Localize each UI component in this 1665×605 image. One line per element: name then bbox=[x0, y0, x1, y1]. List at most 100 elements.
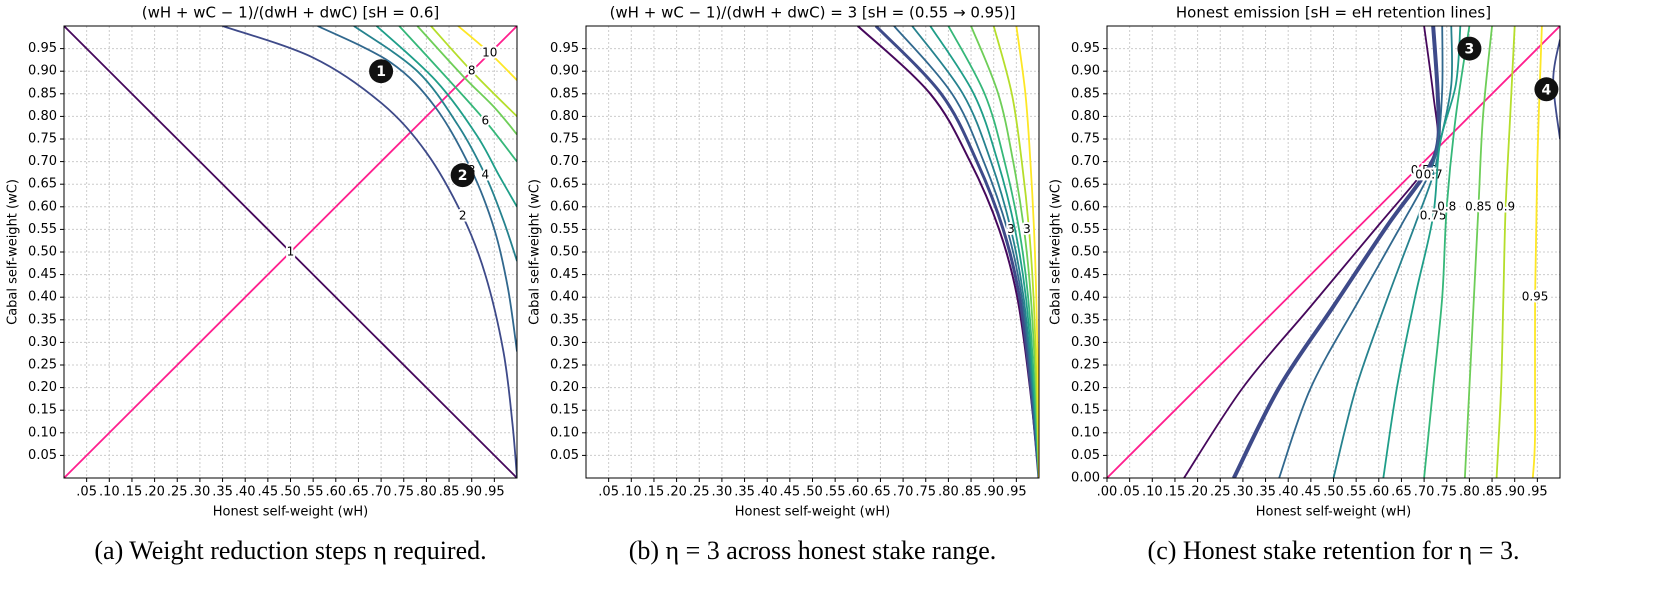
x-tick-label: .35 bbox=[212, 485, 233, 500]
contour-label: 3 bbox=[1023, 222, 1031, 236]
x-tick-label: .75 bbox=[393, 485, 414, 500]
x-tick-label: .45 bbox=[258, 485, 279, 500]
y-tick-label: 0.20 bbox=[28, 380, 57, 395]
annotation-label: 3 bbox=[1465, 42, 1475, 58]
y-tick-label: 0.55 bbox=[550, 222, 579, 237]
contour-line bbox=[222, 26, 517, 478]
x-tick-label: .60 bbox=[1368, 485, 1389, 500]
x-tick-label: .95 bbox=[484, 485, 505, 500]
y-tick-label: 0.60 bbox=[550, 199, 579, 214]
x-axis-label: Honest self-weight (wH) bbox=[735, 505, 890, 520]
contour-line bbox=[375, 26, 517, 208]
y-tick-label: 0.30 bbox=[28, 335, 57, 350]
x-tick-label: .20 bbox=[666, 485, 687, 500]
contour-line bbox=[929, 26, 1039, 478]
x-tick-label: .80 bbox=[938, 485, 959, 500]
y-tick-label: 0.90 bbox=[1071, 64, 1100, 79]
y-tick-label: 0.50 bbox=[550, 245, 579, 260]
x-axis-label: Honest self-weight (wH) bbox=[213, 505, 368, 520]
contour-label: 0.8 bbox=[1437, 199, 1456, 213]
annotation-marker bbox=[450, 163, 475, 188]
x-tick-label: .50 bbox=[802, 485, 823, 500]
annotation-label: 1 bbox=[376, 64, 386, 80]
y-tick-label: 0.40 bbox=[28, 290, 57, 305]
y-tick-label: 0.35 bbox=[28, 312, 57, 327]
contour-line bbox=[1015, 26, 1039, 478]
y-tick-label: 0.70 bbox=[1071, 154, 1100, 169]
x-tick-label: .80 bbox=[1459, 485, 1480, 500]
y-tick-label: 0.10 bbox=[550, 425, 579, 440]
x-tick-label: .95 bbox=[1006, 485, 1027, 500]
x-tick-label: .40 bbox=[1278, 485, 1299, 500]
contour-line bbox=[1107, 26, 1560, 478]
y-tick-label: 0.55 bbox=[28, 222, 57, 237]
contour-label: 4 bbox=[481, 168, 489, 182]
y-tick-label: 0.60 bbox=[1071, 199, 1100, 214]
y-tick-label: 0.55 bbox=[1071, 222, 1100, 237]
x-tick-label: .90 bbox=[1504, 485, 1525, 500]
y-tick-label: 0.45 bbox=[1071, 267, 1100, 282]
y-tick-label: 0.90 bbox=[28, 64, 57, 79]
contour-line bbox=[911, 26, 1039, 478]
y-tick-label: 0.10 bbox=[1071, 425, 1100, 440]
y-tick-label: 0.45 bbox=[550, 267, 579, 282]
y-tick-label: 0.15 bbox=[1071, 403, 1100, 418]
y-tick-label: 0.15 bbox=[550, 403, 579, 418]
annotation-label: 4 bbox=[1542, 82, 1552, 98]
contour-label: 10 bbox=[482, 46, 497, 60]
y-tick-label: 0.75 bbox=[550, 132, 579, 147]
y-tick-label: 0.25 bbox=[550, 358, 579, 373]
y-tick-label: 0.05 bbox=[1071, 448, 1100, 463]
y-axis-label: Cabal self-weight (wC) bbox=[1049, 179, 1064, 325]
contour-line bbox=[416, 26, 517, 136]
x-tick-label: .70 bbox=[893, 485, 914, 500]
x-tick-label: .40 bbox=[235, 485, 256, 500]
contour-line bbox=[992, 26, 1039, 478]
x-tick-label: .25 bbox=[689, 485, 710, 500]
plot-frame bbox=[63, 25, 518, 479]
y-tick-label: 0.35 bbox=[550, 312, 579, 327]
contour-label: 3 bbox=[1007, 222, 1015, 236]
y-tick-label: 0.05 bbox=[550, 448, 579, 463]
y-tick-label: 0.65 bbox=[28, 177, 57, 192]
x-tick-label: .30 bbox=[190, 485, 211, 500]
x-tick-label: .25 bbox=[1210, 485, 1231, 500]
contour-line bbox=[1232, 26, 1441, 478]
x-tick-label: .50 bbox=[1323, 485, 1344, 500]
contour-label: 1 bbox=[287, 245, 295, 259]
y-tick-label: 0.50 bbox=[1071, 245, 1100, 260]
contour-line bbox=[1495, 26, 1516, 478]
plot-frame bbox=[585, 25, 1040, 479]
y-tick-label: 0.95 bbox=[1071, 41, 1100, 56]
x-tick-label: .55 bbox=[1346, 485, 1367, 500]
y-tick-label: 0.10 bbox=[28, 425, 57, 440]
y-tick-label: 0.15 bbox=[28, 403, 57, 418]
x-tick-label: .55 bbox=[825, 485, 846, 500]
x-tick-label: .75 bbox=[915, 485, 936, 500]
contour-line bbox=[353, 26, 517, 262]
contour-line bbox=[1278, 26, 1444, 478]
y-tick-label: 0.70 bbox=[550, 154, 579, 169]
y-tick-label: 0.00 bbox=[1071, 471, 1100, 486]
x-tick-label: .20 bbox=[144, 485, 165, 500]
chart-title: (wH + wC − 1)/(dwH + dwC) = 3 [sH = (0.5… bbox=[610, 4, 1016, 22]
contour-label: 0.85 bbox=[1465, 199, 1492, 213]
contour-label: 0.95 bbox=[1522, 290, 1549, 304]
y-tick-label: 0.85 bbox=[550, 86, 579, 101]
y-tick-label: 0.75 bbox=[28, 132, 57, 147]
x-tick-label: .75 bbox=[1436, 485, 1457, 500]
y-tick-label: 0.80 bbox=[1071, 109, 1100, 124]
plot-frame bbox=[1106, 25, 1561, 479]
annotation-marker bbox=[1457, 36, 1482, 61]
x-tick-label: .70 bbox=[371, 485, 392, 500]
y-tick-label: 0.75 bbox=[1071, 132, 1100, 147]
contour-label: 8 bbox=[468, 64, 476, 78]
y-tick-label: 0.65 bbox=[550, 177, 579, 192]
contour-line bbox=[1423, 26, 1471, 478]
contour-line bbox=[970, 26, 1039, 478]
chart-title: (wH + wC − 1)/(dwH + dwC) [sH = 0.6] bbox=[142, 4, 439, 22]
x-tick-label: .60 bbox=[325, 485, 346, 500]
contour-label: 6 bbox=[481, 113, 489, 127]
x-tick-label: .10 bbox=[1142, 485, 1163, 500]
